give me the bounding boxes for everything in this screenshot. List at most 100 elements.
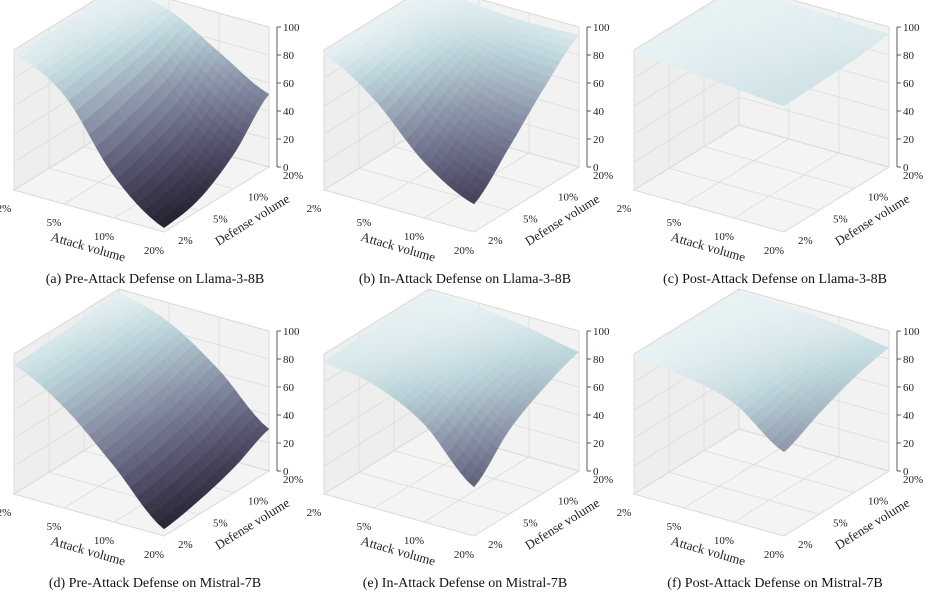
z-tick-label: 0 <box>903 466 909 478</box>
x-tick-label: 2% <box>307 203 322 215</box>
z-tick-label: 40 <box>283 106 295 118</box>
z-tick-label: 20 <box>283 438 295 450</box>
grid-line <box>633 288 890 355</box>
x-tick-label: 20% <box>454 245 474 257</box>
grid-line <box>323 288 580 355</box>
x-tick-label: 2% <box>307 507 322 519</box>
surface <box>633 291 890 453</box>
z-tick-label: 60 <box>593 78 605 90</box>
z-tick-label: 80 <box>903 354 915 366</box>
surface-cell <box>776 442 790 453</box>
x-tick-label: 5% <box>667 217 682 229</box>
surface-cell <box>156 519 170 530</box>
z-tick-label: 0 <box>283 466 289 478</box>
y-tick-label: 2% <box>798 235 813 247</box>
z-tick-label: 40 <box>593 106 605 118</box>
z-tick-label: 80 <box>283 50 295 62</box>
y-tick-label: 5% <box>833 517 848 529</box>
y-tick-label: 20% <box>903 170 923 182</box>
x-tick-label: 2% <box>617 507 632 519</box>
y-tick-label: 20% <box>283 170 303 182</box>
z-tick-label: 60 <box>903 382 915 394</box>
caption-b: (b) In-Attack Defense on Llama-3-8B <box>358 272 572 287</box>
x-axis-label: Attack volume <box>359 533 437 569</box>
y-tick-label: 10% <box>868 192 888 204</box>
z-tick-label: 20 <box>903 438 915 450</box>
surface-plot-f: 0 20 40 60 80 100 2% 5% 10% 20% 2% 5% 10% 20% Attack v… <box>617 288 923 569</box>
x-axis-label: Attack volume <box>359 229 437 265</box>
caption-f: (f) Post-Attack Defense on Mistral-7B <box>667 576 883 591</box>
z-tick-label: 0 <box>283 162 289 174</box>
z-tick-label: 20 <box>903 134 915 146</box>
grid-line <box>13 0 270 51</box>
y-tick-label: 20% <box>903 474 923 486</box>
y-tick-label: 10% <box>868 496 888 508</box>
caption-c: (c) Post-Attack Defense on Llama-3-8B <box>663 272 887 287</box>
y-tick-label: 2% <box>178 539 193 551</box>
x-tick-label: 10% <box>404 231 424 243</box>
z-tick-label: 60 <box>593 382 605 394</box>
z-tick-label: 100 <box>903 22 920 34</box>
z-tick-label: 100 <box>283 326 300 338</box>
x-tick-label: 5% <box>47 521 62 533</box>
z-tick-label: 100 <box>593 326 610 338</box>
surface <box>633 0 890 107</box>
z-tick-label: 60 <box>283 78 295 90</box>
z-tick-label: 40 <box>283 410 295 422</box>
x-axis-label: Attack volume <box>669 229 747 265</box>
x-tick-label: 20% <box>144 549 164 561</box>
z-tick-label: 100 <box>593 22 610 34</box>
x-tick-label: 5% <box>357 217 372 229</box>
surface-cell <box>466 193 480 205</box>
z-tick-label: 100 <box>903 326 920 338</box>
y-tick-label: 5% <box>523 213 538 225</box>
surface-cell <box>776 100 790 107</box>
surface <box>323 291 580 488</box>
z-tick-label: 20 <box>283 134 295 146</box>
z-tick-label: 0 <box>593 162 599 174</box>
y-tick-label: 10% <box>248 192 268 204</box>
x-tick-label: 10% <box>404 535 424 547</box>
chart-panel-b: 0 20 40 60 80 100 2% 5% 10% 20% 2% 5% 10% 20% Attack v… <box>307 0 620 303</box>
x-axis-label: Attack volume <box>669 533 747 569</box>
y-tick-label: 2% <box>488 235 503 247</box>
surface-plot-b: 0 20 40 60 80 100 2% 5% 10% 20% 2% 5% 10% 20% Attack v… <box>307 0 613 265</box>
z-tick-label: 0 <box>593 466 599 478</box>
chart-panel-f: 0 20 40 60 80 100 2% 5% 10% 20% 2% 5% 10% 20% Attack v… <box>617 288 930 607</box>
z-tick-label: 20 <box>593 134 605 146</box>
y-tick-label: 2% <box>178 235 193 247</box>
y-tick-label: 2% <box>488 539 503 551</box>
x-tick-label: 20% <box>454 549 474 561</box>
z-tick-label: 100 <box>283 22 300 34</box>
z-tick-label: 60 <box>283 382 295 394</box>
z-tick-label: 0 <box>903 162 909 174</box>
y-tick-label: 20% <box>593 170 613 182</box>
surface-cell <box>156 219 170 229</box>
chart-panel-e: 0 20 40 60 80 100 2% 5% 10% 20% 2% 5% 10% 20% Attack v… <box>307 288 620 607</box>
z-tick-label: 40 <box>903 410 915 422</box>
x-tick-label: 20% <box>764 245 784 257</box>
x-tick-label: 10% <box>94 535 114 547</box>
x-axis-label: Attack volume <box>49 229 127 265</box>
x-tick-label: 2% <box>0 507 11 519</box>
surface <box>13 0 270 229</box>
y-tick-label: 20% <box>283 474 303 486</box>
surface-plot-e: 0 20 40 60 80 100 2% 5% 10% 20% 2% 5% 10% 20% Attack v… <box>307 288 613 569</box>
grid-line <box>13 288 270 355</box>
x-tick-label: 5% <box>667 521 682 533</box>
x-tick-label: 10% <box>714 231 734 243</box>
y-tick-label: 20% <box>593 474 613 486</box>
surface <box>323 0 580 205</box>
caption-a: (a) Pre-Attack Defense on Llama-3-8B <box>45 272 265 287</box>
x-tick-label: 5% <box>47 217 62 229</box>
y-tick-label: 5% <box>213 517 228 529</box>
surface-cell <box>466 474 480 488</box>
caption-e: (e) In-Attack Defense on Mistral-7B <box>362 576 568 591</box>
z-tick-label: 80 <box>903 50 915 62</box>
y-tick-label: 5% <box>523 517 538 529</box>
grid-line <box>633 0 890 51</box>
z-tick-label: 80 <box>593 354 605 366</box>
chart-panel-d: 0 20 40 60 80 100 2% 5% 10% 20% 2% 5% 10% 20% Attack v… <box>0 288 310 607</box>
x-tick-label: 10% <box>94 231 114 243</box>
surface <box>13 292 270 530</box>
